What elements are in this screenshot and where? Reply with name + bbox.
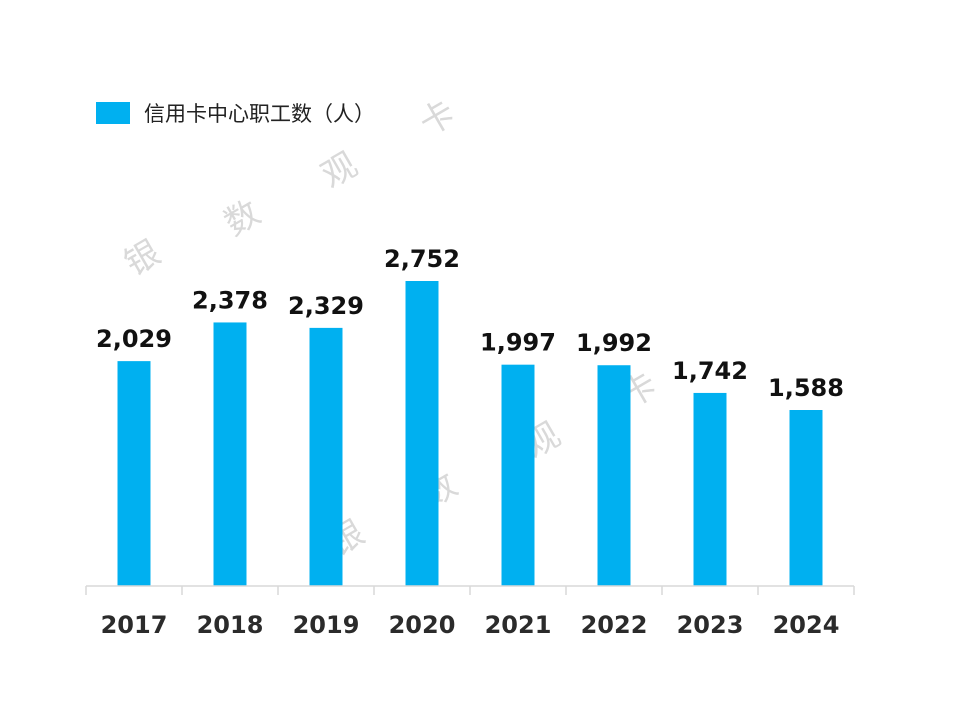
x-tick-label: 2024 bbox=[773, 611, 840, 639]
data-label: 1,742 bbox=[672, 357, 748, 385]
data-label: 2,752 bbox=[384, 245, 460, 273]
watermark-char: 银 bbox=[118, 233, 167, 285]
bar bbox=[501, 364, 535, 586]
data-label: 1,992 bbox=[576, 329, 652, 357]
bar bbox=[597, 365, 631, 586]
x-tick-label: 2019 bbox=[293, 611, 360, 639]
watermark-char: 观 bbox=[315, 145, 364, 197]
x-tick-label: 2023 bbox=[677, 611, 744, 639]
x-tick-label: 2021 bbox=[485, 611, 552, 639]
watermark-char: 数 bbox=[218, 193, 267, 245]
bar bbox=[309, 327, 343, 586]
bar bbox=[405, 281, 439, 586]
data-label: 2,029 bbox=[96, 325, 172, 353]
legend-swatch bbox=[96, 102, 130, 124]
watermark-char: 卡 bbox=[413, 93, 462, 145]
data-label: 1,997 bbox=[480, 329, 556, 357]
x-tick-label: 2017 bbox=[101, 611, 168, 639]
x-tick-label: 2020 bbox=[389, 611, 456, 639]
x-tick-label: 2022 bbox=[581, 611, 648, 639]
data-label: 2,329 bbox=[288, 292, 364, 320]
data-label: 2,378 bbox=[192, 286, 268, 314]
bar bbox=[117, 361, 151, 586]
x-tick-label: 2018 bbox=[197, 611, 264, 639]
legend-label: 信用卡中心职工数（人） bbox=[144, 102, 375, 126]
data-label: 1,588 bbox=[768, 374, 844, 402]
legend: 信用卡中心职工数（人） bbox=[96, 98, 375, 128]
bar bbox=[213, 322, 247, 586]
bar bbox=[789, 410, 823, 586]
bar bbox=[693, 392, 727, 586]
